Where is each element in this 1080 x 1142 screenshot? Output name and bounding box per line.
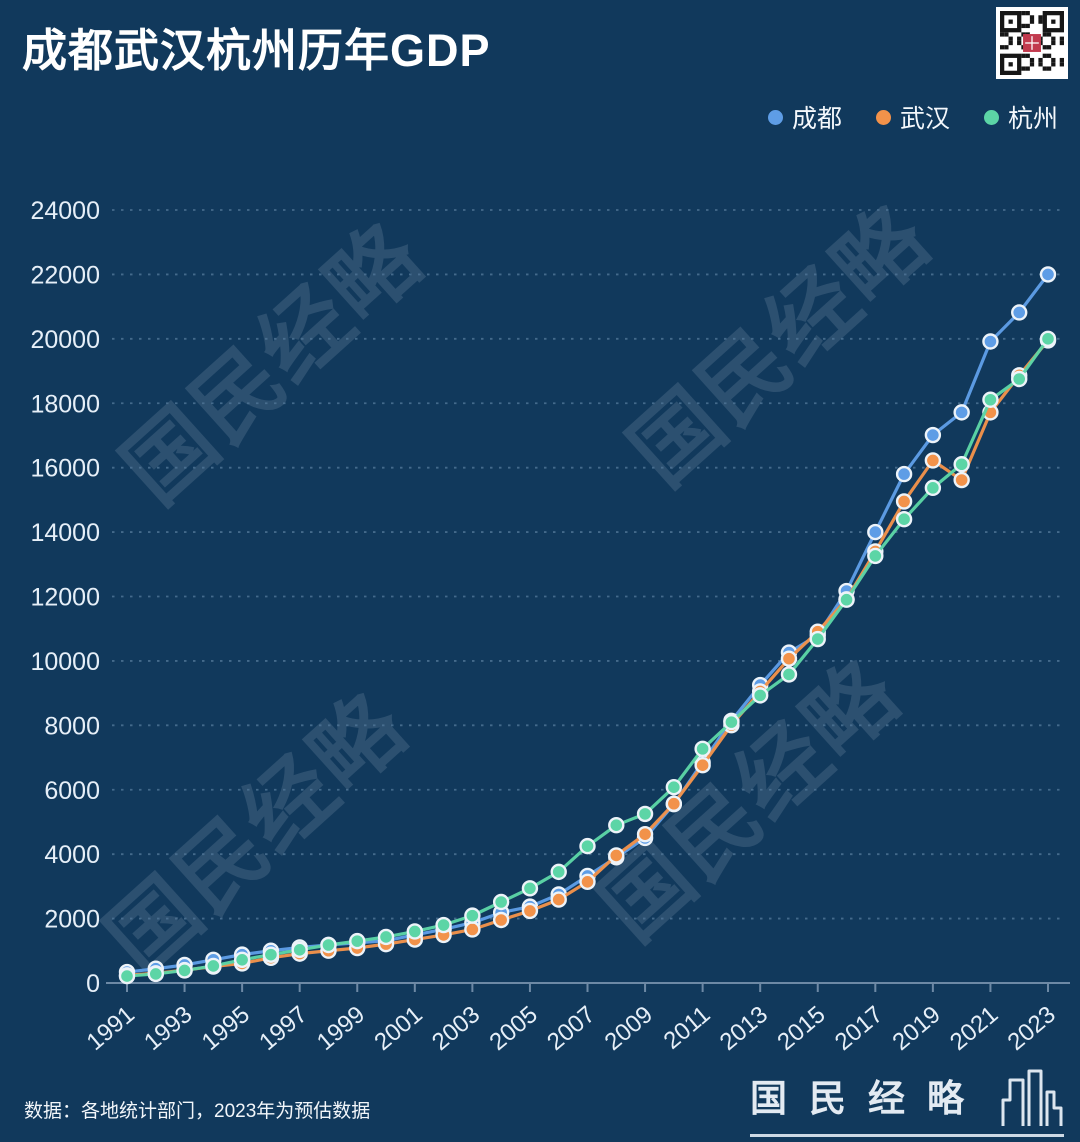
svg-text:2017: 2017	[830, 1001, 888, 1056]
brand-logo-text: 国民经略	[750, 1079, 986, 1120]
svg-text:2007: 2007	[542, 1001, 600, 1056]
legend-item-chengdu: 成都	[767, 99, 842, 135]
svg-text:6000: 6000	[44, 777, 100, 805]
svg-text:2013: 2013	[715, 1001, 773, 1056]
svg-text:2000: 2000	[44, 906, 100, 934]
svg-text:24000: 24000	[30, 197, 100, 225]
brand-logo: 国民经略	[750, 1068, 1064, 1137]
svg-text:2015: 2015	[772, 1001, 830, 1056]
legend-label-hangzhou: 杭州	[1007, 105, 1058, 133]
svg-text:20000: 20000	[30, 326, 100, 354]
svg-text:2003: 2003	[427, 1001, 485, 1056]
qr-code	[996, 7, 1068, 79]
data-source-note: 数据：各地统计部门，2023年为预估数据	[24, 1101, 371, 1122]
svg-text:2005: 2005	[485, 1001, 543, 1056]
gdp-line-chart: 0 2000 4000 6000 8000 10000 12000 14000 16000 180…	[30, 197, 1070, 1056]
svg-text:4000: 4000	[44, 841, 100, 869]
svg-text:1993: 1993	[139, 1001, 197, 1056]
svg-text:1999: 1999	[312, 1001, 370, 1056]
svg-text:2023: 2023	[1003, 1001, 1061, 1056]
svg-text:22000: 22000	[30, 261, 100, 289]
svg-text:0: 0	[86, 970, 100, 998]
svg-text:2009: 2009	[600, 1001, 658, 1056]
svg-text:2011: 2011	[659, 1001, 716, 1055]
legend-dot-wuhan-icon	[875, 109, 891, 125]
svg-text:16000: 16000	[30, 455, 100, 483]
legend-dot-hangzhou-icon	[983, 109, 999, 125]
chart-legend: 成都 武汉 杭州	[767, 99, 1058, 135]
svg-text:14000: 14000	[30, 519, 100, 547]
svg-text:2001: 2001	[369, 1001, 427, 1056]
svg-text:8000: 8000	[44, 712, 100, 740]
svg-text:18000: 18000	[30, 390, 100, 418]
brand-building-icon	[1000, 1068, 1064, 1126]
svg-text:1991: 1991	[82, 1001, 140, 1056]
legend-label-wuhan: 武汉	[899, 105, 950, 133]
legend-item-wuhan: 武汉	[875, 99, 950, 135]
legend-dot-chengdu-icon	[767, 109, 783, 125]
legend-item-hangzhou: 杭州	[983, 99, 1058, 135]
page-title: 成都武汉杭州历年GDP	[22, 25, 491, 76]
svg-text:1997: 1997	[254, 1001, 312, 1056]
svg-text:10000: 10000	[30, 648, 100, 676]
svg-text:1995: 1995	[197, 1001, 255, 1056]
svg-text:12000: 12000	[30, 584, 100, 612]
legend-label-chengdu: 成都	[791, 105, 842, 133]
svg-text:2019: 2019	[887, 1001, 945, 1056]
svg-text:2021: 2021	[945, 1001, 1003, 1056]
